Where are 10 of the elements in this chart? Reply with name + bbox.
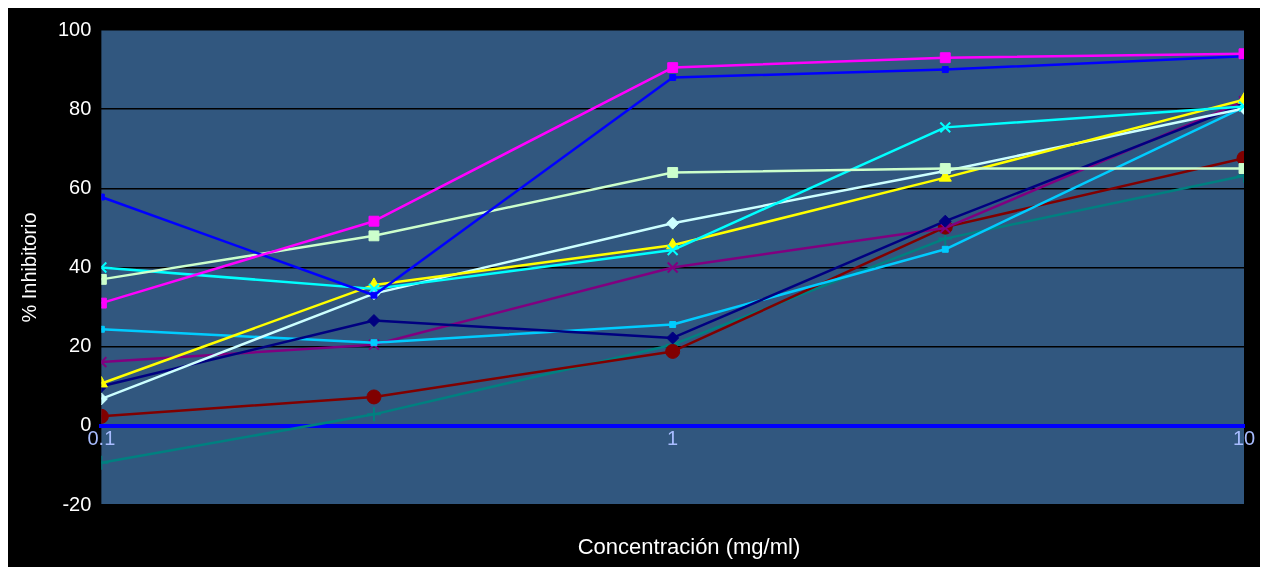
- y-tick-label: 20: [69, 334, 92, 357]
- x-axis-title: Concentración (mg/ml): [576, 533, 802, 561]
- y-tick-label: 40: [69, 255, 92, 278]
- y-axis-title: % Inhibitorio: [17, 212, 40, 323]
- x-tick-label: 1: [667, 427, 679, 450]
- x-tick-label: 10: [1232, 427, 1256, 450]
- y-tick-label: -20: [62, 492, 92, 515]
- y-tick-label: 80: [69, 96, 92, 119]
- y-tick-label: 100: [57, 17, 92, 40]
- y-tick-label: 60: [69, 175, 92, 198]
